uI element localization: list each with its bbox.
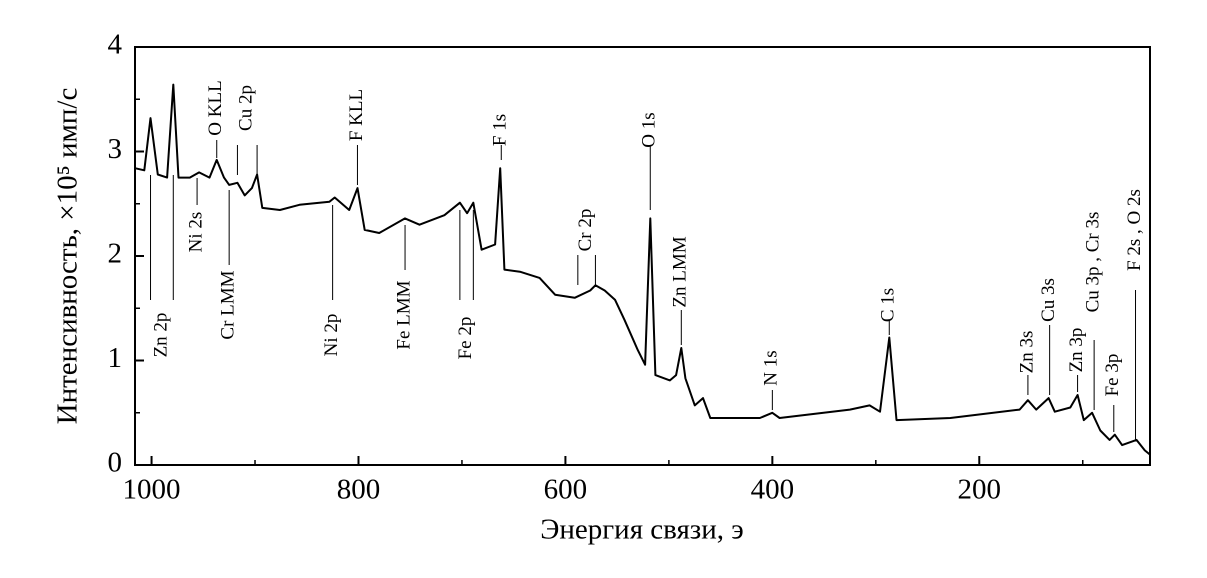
x-tick-label: 600 — [544, 474, 588, 506]
annotation-label: F 1s — [490, 114, 511, 146]
x-axis-title: Энергия связи, э — [540, 514, 743, 546]
x-tick-label: 200 — [958, 474, 1002, 506]
y-tick-label: 3 — [108, 133, 123, 165]
y-axis-title: Интенсивность, ×10⁵ имп/с — [52, 88, 84, 425]
annotation-label: O 1s — [639, 112, 660, 147]
annotation-label: Fe 3p — [1102, 354, 1123, 397]
annotation-label: C 1s — [878, 288, 899, 322]
annotation-label: Ni 2p — [321, 314, 342, 357]
annotation-label: Fe LMM — [393, 280, 414, 349]
annotation-label: F 2s , O 2s — [1124, 189, 1145, 271]
y-tick-label: 1 — [108, 342, 123, 374]
annotation-label: Cu 3p , Cr 3s — [1082, 212, 1103, 313]
annotation-label: Cr 2p — [575, 209, 596, 252]
x-tick-label: 1000 — [123, 474, 181, 506]
spectrum-line — [134, 83, 1151, 456]
x-tick-label: 400 — [751, 474, 795, 506]
y-tick-label: 0 — [108, 447, 123, 479]
annotation-label: Zn 3s — [1016, 331, 1037, 374]
annotation-label: Ni 2s — [185, 212, 206, 253]
annotation-label: Cu 3s — [1038, 278, 1059, 322]
plot-frame — [134, 46, 1151, 466]
annotation-label: N 1s — [761, 350, 782, 385]
annotation-label: F KLL — [346, 89, 367, 141]
annotation-label: Fe 2p — [455, 317, 476, 360]
y-tick-label: 2 — [108, 238, 123, 270]
y-tick-label: 4 — [108, 29, 123, 61]
annotation-label: Cu 2p — [236, 85, 257, 131]
annotation-label: Zn LMM — [670, 236, 691, 307]
annotation-label: O KLL — [205, 80, 226, 135]
annotation-label: Cr LMM — [218, 270, 239, 339]
annotation-label: Zn 3p — [1066, 328, 1087, 373]
annotation-label: Zn 2p — [150, 313, 171, 358]
x-tick-label: 800 — [337, 474, 381, 506]
